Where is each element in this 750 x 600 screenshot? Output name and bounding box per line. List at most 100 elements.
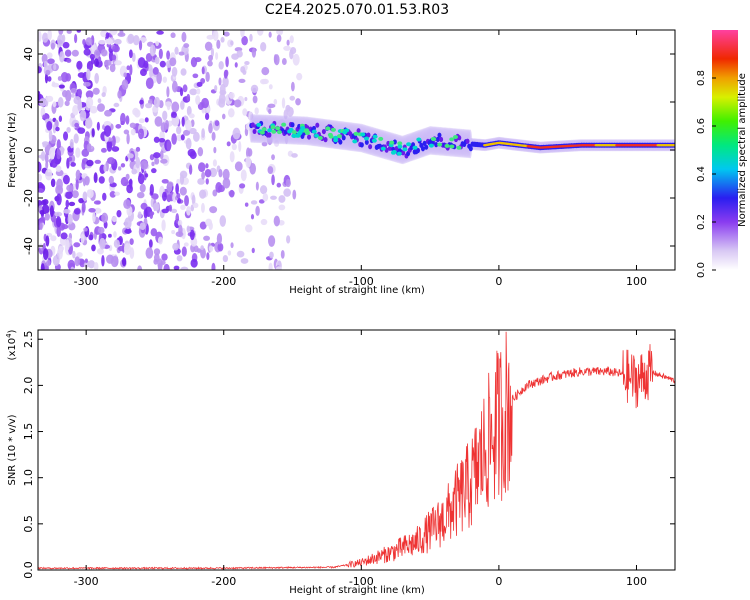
noise-cell (171, 80, 178, 93)
y-tick-label: 20 (22, 95, 35, 109)
noise-cell (144, 173, 149, 178)
noise-cell (140, 160, 149, 170)
noise-cell (120, 112, 126, 125)
noise-cell (217, 185, 225, 193)
noise-cell (171, 229, 176, 235)
signal-peak (313, 133, 319, 138)
signal-peak (449, 144, 455, 149)
noise-cell (229, 189, 235, 198)
noise-cell (206, 34, 215, 40)
x-tick-label: -200 (211, 275, 236, 288)
noise-cell (152, 67, 159, 75)
noise-cell (123, 72, 127, 78)
noise-cell (83, 48, 91, 56)
noise-cell (186, 93, 191, 102)
noise-cell (222, 113, 226, 120)
noise-cell (238, 141, 242, 153)
noise-cell (84, 258, 88, 264)
noise-cell (176, 255, 183, 262)
noise-cell (154, 116, 163, 127)
noise-cell (283, 45, 291, 51)
signal-peak (300, 125, 306, 130)
noise-cell (42, 248, 49, 261)
noise-cell (87, 189, 94, 199)
noise-cell (206, 107, 211, 113)
noise-cell (126, 153, 134, 159)
noise-cell (205, 178, 209, 185)
noise-cell (197, 178, 205, 185)
noise-cell (47, 76, 52, 82)
noise-cell (124, 229, 132, 234)
noise-cell (97, 98, 102, 104)
noise-cell (88, 234, 94, 241)
noise-cell (137, 265, 143, 270)
signal-core (356, 128, 361, 134)
noise-cell (153, 152, 161, 159)
noise-cell (159, 60, 166, 68)
signal-peak (330, 127, 336, 132)
noise-cell (98, 56, 102, 63)
noise-cell (96, 248, 104, 255)
noise-cell (139, 222, 146, 230)
noise-cell (153, 136, 160, 143)
signal-peak (391, 149, 397, 154)
noise-cell (286, 235, 291, 244)
noise-cell (161, 208, 169, 214)
noise-cell (281, 58, 287, 66)
noise-cell (137, 211, 142, 219)
noise-cell (145, 247, 154, 259)
noise-cell (66, 126, 71, 133)
noise-cell (260, 78, 267, 85)
noise-cell (175, 183, 179, 195)
noise-cell (101, 255, 105, 267)
noise-cell (138, 40, 143, 51)
noise-cell (214, 120, 220, 127)
noise-cell (192, 202, 199, 208)
noise-cell (104, 125, 112, 137)
signal-peak (352, 139, 358, 144)
noise-cell (163, 263, 170, 270)
noise-cell (55, 216, 62, 228)
signal-peak (276, 130, 282, 135)
noise-cell (114, 191, 120, 196)
noise-cell (268, 262, 273, 270)
signal-core (359, 142, 364, 148)
signal-peak (317, 135, 323, 140)
noise-cell (176, 126, 182, 135)
noise-cell (180, 68, 187, 76)
noise-cell (70, 266, 75, 270)
x-tick-label: -300 (74, 275, 99, 288)
noise-cell (245, 224, 253, 233)
noise-cell (268, 31, 272, 38)
noise-cell (105, 65, 109, 70)
noise-cell (201, 66, 205, 75)
noise-cell (55, 126, 60, 132)
noise-cell (268, 235, 276, 247)
colorbar-label: Normalized spectral amplitude (737, 73, 748, 227)
noise-cell (80, 233, 85, 244)
noise-cell (174, 46, 179, 55)
noise-cell (64, 100, 70, 107)
y-tick-label: 2.5 (22, 330, 35, 348)
noise-cell (283, 188, 292, 197)
noise-cell (204, 41, 213, 51)
x-tick-label: 100 (626, 575, 647, 588)
signal-peak (261, 127, 267, 132)
signal-core (290, 122, 295, 128)
noise-cell (249, 33, 253, 42)
noise-cell (210, 47, 215, 58)
noise-cell (66, 58, 72, 63)
noise-cell (116, 209, 122, 218)
noise-cell (196, 88, 201, 95)
noise-cell (184, 195, 189, 207)
noise-cell (166, 194, 172, 203)
signal-peak (275, 126, 281, 131)
noise-cell (218, 169, 223, 178)
signal-core (394, 145, 399, 152)
noise-cell (292, 53, 300, 66)
colorbar-tick-label: 0.0 (696, 262, 707, 278)
noise-cell (199, 189, 207, 199)
noise-cell (120, 163, 126, 168)
noise-cell (121, 257, 127, 267)
